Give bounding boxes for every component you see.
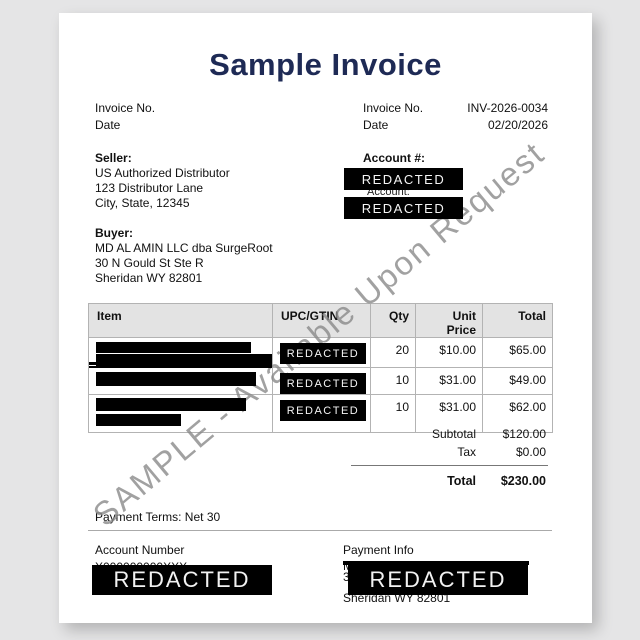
invoice-meta-left: Invoice No. Date bbox=[95, 101, 155, 135]
total-cell: $62.00 bbox=[482, 394, 553, 433]
item-cell-redacted bbox=[88, 367, 273, 395]
payment-terms: Payment Terms: Net 30 bbox=[95, 510, 221, 524]
buyer-label: Buyer: bbox=[95, 226, 134, 240]
redaction-box: REDACTED bbox=[280, 373, 366, 394]
redaction-bar bbox=[96, 398, 246, 411]
table-row: REDACTED 20 $10.00 $65.00 bbox=[88, 337, 553, 368]
tax-value: $0.00 bbox=[515, 445, 546, 459]
redaction-box: REDACTED bbox=[344, 168, 463, 190]
col-header-item: Item bbox=[88, 303, 273, 338]
totals-block: Subtotal $120.00 Tax $0.00 Total $230.00 bbox=[351, 427, 548, 492]
redaction-box: REDACTED bbox=[344, 197, 463, 219]
total-label: Total bbox=[447, 474, 476, 488]
item-cell-redacted bbox=[88, 394, 273, 433]
item-cell-redacted bbox=[88, 337, 273, 368]
unit-price-cell: $31.00 bbox=[415, 394, 483, 433]
invoice-no-label: Invoice No. bbox=[95, 101, 156, 115]
line-items-table: Item UPC/GTIN Qty Unit Price Total REDAC… bbox=[88, 303, 553, 433]
subtotal-label: Subtotal bbox=[431, 427, 476, 441]
invoice-no-label: Invoice No. bbox=[363, 101, 424, 115]
page-title: Sample Invoice bbox=[209, 47, 442, 82]
redaction-bar bbox=[343, 561, 529, 565]
upc-cell: REDACTED bbox=[272, 394, 371, 433]
redaction-bar bbox=[96, 414, 181, 426]
qty-cell: 20 bbox=[370, 337, 416, 368]
col-header-upc: UPC/GTIN bbox=[272, 303, 371, 338]
buyer-address-line: 30 N Gould St Ste R bbox=[95, 256, 204, 270]
total-cell: $49.00 bbox=[482, 367, 553, 395]
col-header-total: Total bbox=[482, 303, 553, 338]
col-header-qty: Qty bbox=[370, 303, 416, 338]
seller-address-line: 123 Distributor Lane bbox=[95, 181, 204, 195]
payment-info-label: Payment Info bbox=[343, 543, 414, 557]
redaction-bar bbox=[89, 362, 272, 368]
account-label: Account #: bbox=[363, 151, 426, 165]
account-block: Account #: Account: REDACTED REDACTED bbox=[344, 151, 463, 219]
invoice-meta-mid: Invoice No. Date bbox=[363, 101, 423, 135]
seller-block: Seller: US Authorized Distributor 123 Di… bbox=[95, 151, 230, 211]
qty-cell: 10 bbox=[370, 394, 416, 433]
invoice-no-value: INV-2026-0034 bbox=[467, 101, 548, 115]
account-number-block: Account Number X000000000XXX REDACTED bbox=[92, 543, 315, 595]
tax-label: Tax bbox=[457, 445, 476, 459]
redaction-box: REDACTED bbox=[280, 400, 366, 421]
unit-price-cell: $10.00 bbox=[415, 337, 483, 368]
total-cell: $65.00 bbox=[482, 337, 553, 368]
redaction-bar bbox=[96, 342, 251, 353]
table-row: REDACTED 10 $31.00 $62.00 bbox=[88, 394, 553, 433]
date-label: Date bbox=[95, 118, 121, 132]
seller-label: Seller: bbox=[95, 151, 132, 165]
buyer-block: Buyer: MD AL AMIN LLC dba SurgeRoot 30 N… bbox=[95, 226, 273, 286]
upc-cell: REDACTED bbox=[272, 337, 371, 368]
table-row: REDACTED 10 $31.00 $49.00 bbox=[88, 367, 553, 395]
date-value: 02/20/2026 bbox=[487, 118, 548, 132]
seller-address-line: City, State, 12345 bbox=[95, 196, 190, 210]
invoice-meta-values: INV-2026-0034 02/20/2026 bbox=[467, 101, 548, 135]
redaction-box: REDACTED bbox=[348, 565, 528, 595]
date-label: Date bbox=[363, 118, 389, 132]
footer-divider bbox=[88, 530, 552, 531]
redaction-box: REDACTED bbox=[280, 343, 366, 364]
col-header-unit-price: Unit Price bbox=[415, 303, 483, 338]
unit-price-cell: $31.00 bbox=[415, 367, 483, 395]
redaction-box: REDACTED bbox=[92, 565, 272, 595]
totals-divider bbox=[351, 465, 548, 466]
seller-name: US Authorized Distributor bbox=[95, 166, 230, 180]
invoice-page: Sample Invoice SAMPLE - Available Upon R… bbox=[59, 13, 592, 623]
upc-cell: REDACTED bbox=[272, 367, 371, 395]
total-value: $230.00 bbox=[500, 474, 546, 488]
redaction-bar bbox=[96, 372, 256, 386]
account-number-label: Account Number bbox=[95, 543, 185, 557]
payment-info-block: Payment Info MD AL AMIN LLC dba SurgeRoo… bbox=[343, 543, 563, 605]
qty-cell: 10 bbox=[370, 367, 416, 395]
buyer-address-line: Sheridan WY 82801 bbox=[95, 271, 203, 285]
subtotal-value: $120.00 bbox=[502, 427, 546, 441]
table-header-row: Item UPC/GTIN Qty Unit Price Total bbox=[88, 303, 553, 338]
buyer-name: MD AL AMIN LLC dba SurgeRoot bbox=[95, 241, 273, 255]
